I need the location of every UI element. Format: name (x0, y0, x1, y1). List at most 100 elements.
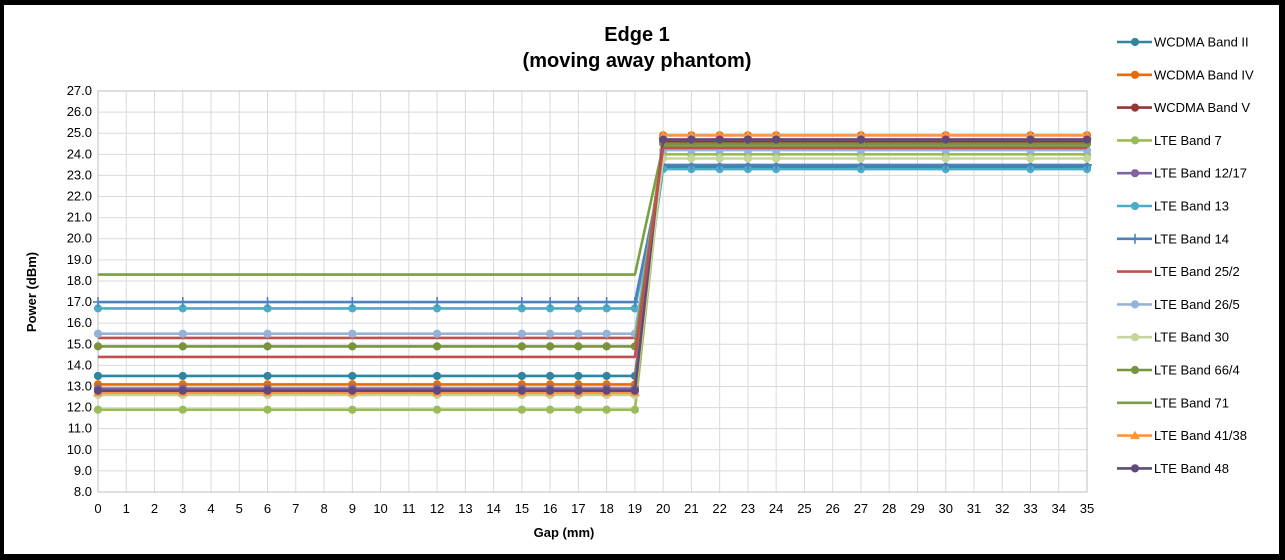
data-point (516, 297, 527, 308)
x-axis-ticks: 0 1 2 3 4 5 6 7 8 9 10 11 12 13 14 15 16 17 18 19 20 21 22 23 24… (94, 501, 1094, 516)
data-point (517, 342, 526, 351)
data-point (93, 342, 103, 351)
y-axis-ticks: 8.0 9.0 10.0 11.0 12.0 13.0 14.0 15.0 16.0 17.0 18… (67, 83, 92, 499)
data-point (715, 135, 724, 144)
y-tick-label: 27.0 (67, 83, 92, 98)
x-tick-label: 28 (882, 501, 896, 516)
data-point (772, 135, 781, 144)
data-point (93, 371, 103, 381)
legend-label: LTE Band 7 (1154, 133, 1222, 148)
legend-item: WCDMA Band IV (1117, 67, 1254, 82)
legend-item: LTE Band 26/5 (1117, 297, 1240, 312)
chart-title-line-1: Edge 1 (604, 24, 670, 46)
data-point (546, 386, 555, 395)
y-tick-label: 13.0 (67, 378, 92, 393)
legend-item: LTE Band 41/38 (1117, 428, 1247, 443)
x-tick-label: 13 (458, 501, 472, 516)
data-point (546, 329, 555, 338)
data-point (1026, 135, 1035, 144)
x-tick-label: 3 (179, 501, 186, 516)
legend-item: LTE Band 71 (1117, 395, 1229, 410)
x-tick-label: 26 (825, 501, 839, 516)
legend-label: WCDMA Band IV (1154, 67, 1254, 82)
data-point (517, 329, 526, 338)
data-point (687, 154, 696, 163)
legend-label: LTE Band 30 (1154, 330, 1229, 345)
gridlines (97, 90, 1088, 493)
legend-label: LTE Band 13 (1154, 199, 1229, 214)
x-tick-label: 15 (515, 501, 529, 516)
x-tick-label: 11 (402, 501, 416, 516)
legend-label: LTE Band 66/4 (1154, 363, 1240, 378)
data-point (546, 371, 555, 381)
y-tick-label: 23.0 (67, 167, 92, 182)
legend-marker (1130, 103, 1140, 112)
data-point (545, 297, 556, 308)
x-tick-label: 9 (349, 501, 356, 516)
x-tick-label: 5 (236, 501, 243, 516)
legend-label: LTE Band 48 (1154, 461, 1229, 476)
data-point (348, 405, 357, 414)
series-line (98, 157, 1087, 397)
series-unlabeled-14 (98, 146, 1087, 359)
legend-marker (1130, 464, 1140, 473)
x-tick-label: 29 (910, 501, 924, 516)
data-point (348, 386, 357, 395)
x-tick-label: 0 (94, 501, 101, 516)
y-tick-label: 25.0 (67, 125, 92, 140)
data-point (1082, 135, 1092, 144)
series-lte-band-30 (93, 154, 1092, 400)
series-line (98, 167, 1087, 310)
legend-marker (1130, 365, 1140, 375)
data-point (263, 342, 272, 351)
x-tick-label: 10 (373, 501, 387, 516)
legend-item: WCDMA Band V (1117, 100, 1250, 115)
x-tick-label: 30 (938, 501, 952, 516)
legend-item: LTE Band 13 (1117, 199, 1229, 214)
data-point (743, 154, 753, 163)
x-tick-label: 25 (797, 501, 811, 516)
x-tick-label: 20 (656, 501, 670, 516)
data-point (178, 329, 187, 338)
data-point (177, 297, 188, 308)
legend-label: LTE Band 41/38 (1154, 428, 1247, 443)
series-line (98, 153, 1087, 411)
series-line (98, 138, 1087, 392)
data-point (602, 386, 611, 395)
legend-label: LTE Band 14 (1154, 231, 1229, 246)
data-point (659, 135, 668, 144)
y-tick-label: 16.0 (67, 315, 92, 330)
data-point (432, 342, 442, 351)
data-point (178, 405, 187, 414)
series-lte-band-12-17 (93, 135, 1092, 393)
legend-marker (1130, 136, 1140, 145)
y-tick-label: 24.0 (67, 146, 92, 161)
data-point (432, 371, 442, 381)
legend-item: LTE Band 25/2 (1117, 264, 1240, 279)
y-tick-label: 22.0 (67, 189, 92, 204)
y-tick-label: 8.0 (74, 484, 92, 499)
x-tick-label: 12 (430, 501, 444, 516)
series-lte-band-26-5 (93, 145, 1092, 338)
legend-marker (1130, 233, 1140, 244)
chart-area: 8.0 9.0 10.0 11.0 12.0 13.0 14.0 15.0 16.0 17.0 18… (4, 5, 1279, 554)
data-point (517, 371, 526, 381)
legend-marker (1130, 37, 1140, 47)
x-tick-label: 24 (769, 501, 783, 516)
data-point (178, 342, 187, 351)
data-point (629, 297, 640, 308)
y-tick-label: 14.0 (67, 357, 92, 372)
x-tick-label: 17 (571, 501, 585, 516)
legend-label: WCDMA Band V (1154, 100, 1250, 115)
series-lte-band-66-4 (93, 139, 1092, 351)
data-point (517, 405, 526, 414)
data-point (687, 135, 696, 144)
data-point (630, 405, 639, 414)
data-point (856, 135, 866, 144)
series-lte-band-48 (93, 135, 1092, 395)
x-tick-label: 32 (995, 501, 1009, 516)
x-tick-label: 35 (1080, 501, 1094, 516)
series-line (98, 144, 1087, 276)
data-point (93, 329, 103, 338)
data-point (178, 386, 187, 395)
